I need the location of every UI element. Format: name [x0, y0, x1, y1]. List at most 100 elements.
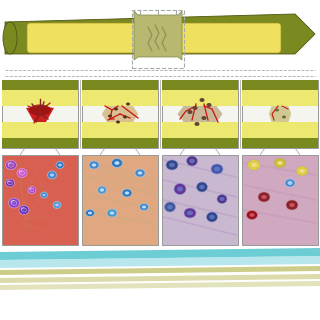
Ellipse shape — [111, 158, 123, 167]
Polygon shape — [0, 256, 320, 268]
Ellipse shape — [11, 200, 15, 204]
Bar — [82, 80, 158, 148]
Ellipse shape — [199, 98, 204, 102]
Bar — [2, 122, 78, 138]
Bar — [242, 80, 318, 90]
Bar — [2, 80, 78, 148]
Ellipse shape — [174, 183, 186, 195]
Ellipse shape — [287, 181, 292, 185]
Ellipse shape — [177, 187, 183, 191]
Bar — [2, 80, 78, 90]
Ellipse shape — [5, 179, 14, 187]
Ellipse shape — [89, 161, 99, 169]
Bar — [242, 138, 318, 148]
Ellipse shape — [43, 194, 45, 196]
Ellipse shape — [107, 209, 117, 217]
Ellipse shape — [296, 166, 308, 176]
Ellipse shape — [167, 205, 173, 209]
Ellipse shape — [41, 192, 47, 198]
Polygon shape — [0, 281, 320, 290]
Ellipse shape — [289, 203, 295, 207]
Ellipse shape — [187, 211, 193, 215]
Ellipse shape — [30, 188, 34, 192]
Ellipse shape — [115, 161, 119, 165]
Bar — [162, 155, 238, 245]
Ellipse shape — [250, 213, 254, 217]
Ellipse shape — [214, 167, 220, 171]
Ellipse shape — [164, 202, 175, 212]
Ellipse shape — [7, 180, 11, 184]
Ellipse shape — [206, 103, 212, 107]
Ellipse shape — [277, 161, 283, 165]
Ellipse shape — [135, 169, 145, 177]
Ellipse shape — [19, 170, 23, 174]
Bar — [82, 90, 158, 106]
Ellipse shape — [114, 108, 118, 110]
Bar — [242, 155, 318, 245]
Ellipse shape — [189, 159, 195, 163]
Ellipse shape — [258, 192, 270, 202]
Ellipse shape — [29, 188, 33, 190]
Bar — [162, 122, 238, 138]
Polygon shape — [178, 106, 222, 122]
Ellipse shape — [275, 108, 279, 111]
FancyBboxPatch shape — [27, 23, 281, 53]
Ellipse shape — [247, 159, 260, 171]
Ellipse shape — [188, 110, 193, 114]
Bar — [162, 90, 238, 106]
Ellipse shape — [209, 215, 215, 219]
Ellipse shape — [285, 179, 295, 187]
Bar — [2, 155, 78, 245]
Ellipse shape — [211, 164, 223, 174]
Ellipse shape — [19, 205, 29, 214]
Ellipse shape — [126, 102, 130, 106]
Ellipse shape — [110, 212, 114, 215]
Polygon shape — [102, 106, 138, 122]
Ellipse shape — [122, 189, 132, 197]
Polygon shape — [0, 266, 320, 275]
Ellipse shape — [20, 171, 25, 175]
Polygon shape — [0, 248, 320, 260]
Bar — [162, 138, 238, 148]
Ellipse shape — [217, 195, 227, 204]
Ellipse shape — [166, 160, 178, 170]
Bar — [82, 122, 158, 138]
Ellipse shape — [184, 208, 196, 218]
Ellipse shape — [195, 122, 199, 126]
Ellipse shape — [47, 171, 57, 179]
Ellipse shape — [56, 162, 64, 169]
Ellipse shape — [55, 204, 59, 206]
Ellipse shape — [108, 115, 112, 117]
Ellipse shape — [199, 185, 205, 189]
Ellipse shape — [8, 162, 12, 166]
Ellipse shape — [299, 169, 305, 173]
Ellipse shape — [21, 208, 27, 212]
Ellipse shape — [3, 22, 17, 54]
Ellipse shape — [53, 202, 61, 209]
Ellipse shape — [28, 187, 36, 194]
Ellipse shape — [125, 191, 129, 195]
Ellipse shape — [220, 197, 225, 201]
Ellipse shape — [138, 172, 142, 175]
Bar — [2, 138, 78, 148]
Ellipse shape — [261, 195, 267, 199]
Bar — [162, 80, 238, 90]
Bar — [132, 10, 184, 68]
Ellipse shape — [123, 116, 127, 118]
Ellipse shape — [21, 207, 25, 211]
Polygon shape — [26, 106, 54, 122]
Ellipse shape — [286, 200, 298, 210]
Ellipse shape — [274, 158, 286, 168]
Bar — [162, 80, 238, 148]
Ellipse shape — [142, 206, 146, 208]
Ellipse shape — [92, 164, 96, 167]
Ellipse shape — [196, 182, 207, 192]
Ellipse shape — [50, 173, 54, 177]
Bar — [242, 80, 318, 148]
Ellipse shape — [169, 163, 175, 167]
Bar — [82, 155, 158, 245]
Ellipse shape — [100, 188, 104, 192]
Ellipse shape — [140, 204, 148, 211]
Ellipse shape — [58, 164, 62, 166]
Ellipse shape — [246, 211, 258, 220]
